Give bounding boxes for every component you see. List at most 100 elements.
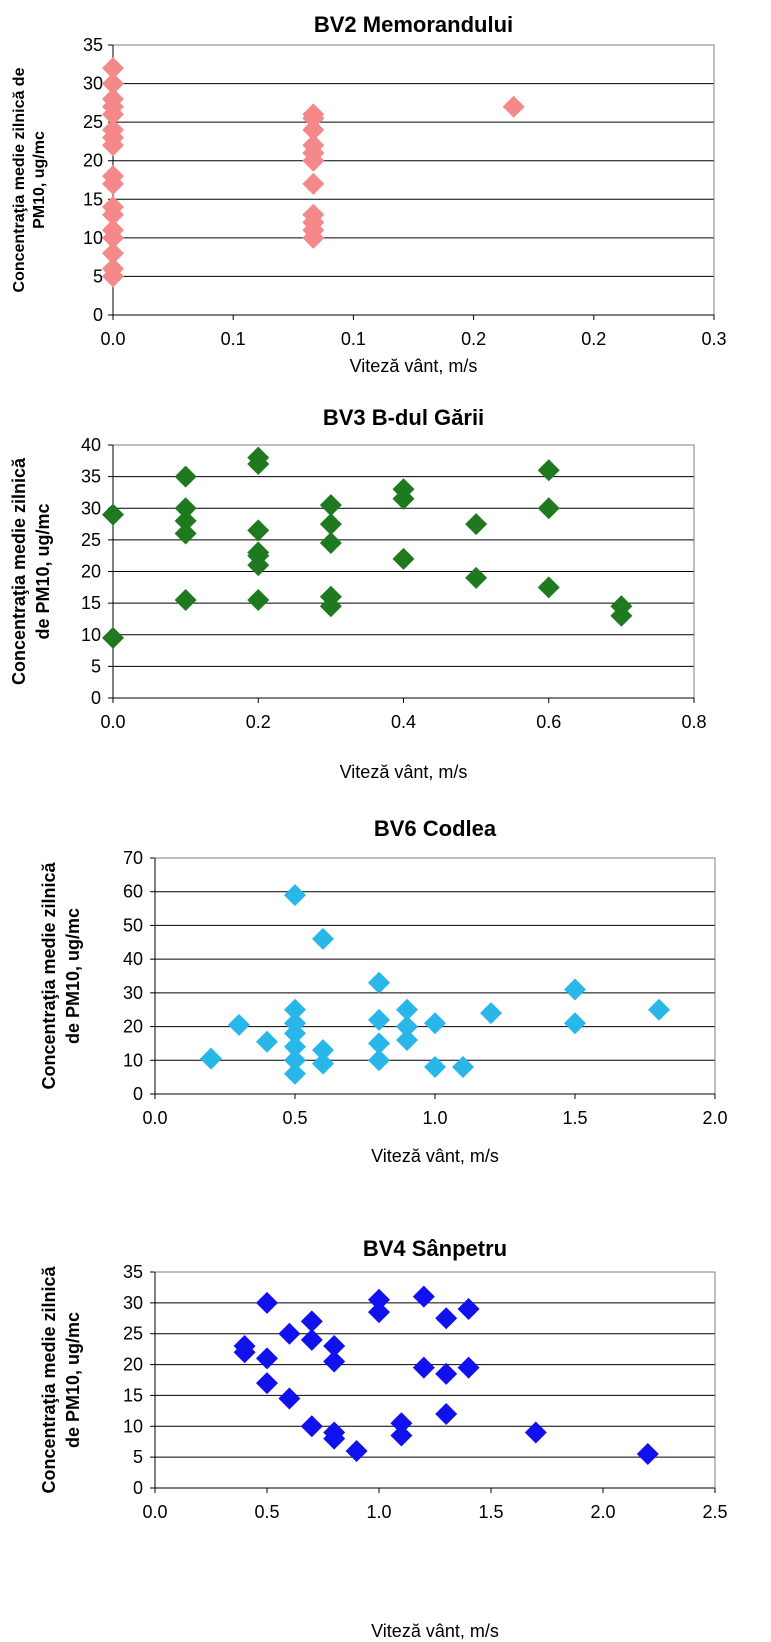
- x-tick-label: 0.0: [100, 329, 125, 349]
- y-tick-label: 10: [83, 228, 103, 248]
- data-point: [396, 1015, 418, 1038]
- y-axis-label: Concentraţia medie zilnică de PM10, ug/mc: [39, 1265, 83, 1493]
- y-tick-label: 25: [81, 530, 101, 550]
- chart-title: BV6 Codlea: [374, 816, 497, 841]
- data-point: [396, 1029, 418, 1052]
- y-axis-label-text: Concentraţia medie zilnică de PM10, ug/mc: [39, 861, 83, 1089]
- data-point: [284, 1022, 306, 1045]
- y-tick-label: 25: [83, 112, 103, 132]
- y-tick-label: 10: [81, 625, 101, 645]
- data-point: [323, 1427, 346, 1450]
- chart-bv3: BV3 B-dul Gării 0 5 10 15 20 25 30 35 40 0.0 0.2 0.4…: [0, 395, 771, 800]
- x-tick-label: 0.2: [246, 712, 271, 732]
- y-axis-label-text: Concentraţia medie zilnică de PM10, ug/mc: [39, 1265, 83, 1493]
- data-point: [435, 1362, 458, 1385]
- y-tick-label: 15: [83, 189, 103, 209]
- data-point: [564, 1012, 586, 1035]
- x-tick-label: 0.0: [100, 712, 125, 732]
- y-tick-label: 10: [123, 1416, 143, 1436]
- data-point: [302, 226, 325, 249]
- y-tick-label: 50: [123, 915, 143, 935]
- y-axis-label: Concentraţia medie zilnică de PM10, ug/mc: [9, 457, 53, 685]
- data-point: [256, 1347, 278, 1370]
- data-point: [452, 1056, 474, 1079]
- data-point: [174, 588, 197, 611]
- data-point: [302, 118, 325, 141]
- y-tick-label: 0: [93, 305, 103, 325]
- data-point: [102, 242, 124, 265]
- data-point: [312, 1039, 334, 1062]
- y-axis-label-text: Concentraţia medie zilnică de PM10, ug/mc: [11, 67, 48, 292]
- y-tick-label: 35: [83, 35, 103, 55]
- data-point: [319, 513, 342, 536]
- x-tick-label: 0.0: [142, 1108, 167, 1128]
- data-point: [300, 1328, 323, 1351]
- data-point: [102, 172, 124, 195]
- chart-title: BV4 Sânpetru: [363, 1236, 507, 1261]
- data-point: [278, 1387, 301, 1410]
- data-point: [302, 172, 325, 195]
- y-tick-label: 60: [123, 882, 143, 902]
- y-axis-label-line: Concentraţia medie zilnică: [9, 457, 29, 685]
- data-point: [457, 1356, 480, 1379]
- y-axis-label: Concentraţia medie zilnică de PM10, ug/mc: [39, 861, 83, 1089]
- data-point: [636, 1443, 659, 1466]
- x-tick-label: 0.1: [341, 329, 366, 349]
- x-axis-label: Viteză vânt, m/s: [371, 1621, 499, 1641]
- data-point: [502, 95, 525, 118]
- data-point: [278, 1322, 301, 1345]
- y-tick-label: 40: [81, 435, 101, 455]
- data-point: [435, 1402, 458, 1425]
- y-tick-label: 0: [133, 1478, 143, 1498]
- data-point: [174, 522, 197, 545]
- data-point: [247, 519, 270, 542]
- data-point: [319, 532, 342, 555]
- data-point: [300, 1415, 323, 1438]
- y-tick-label: 30: [123, 1293, 143, 1313]
- y-tick-label: 20: [83, 151, 103, 171]
- data-point: [102, 103, 124, 126]
- y-tick-label: 15: [123, 1385, 143, 1405]
- y-tick-label: 30: [81, 498, 101, 518]
- x-tick-label: 1.5: [562, 1108, 587, 1128]
- x-axis-label: Viteză vânt, m/s: [371, 1146, 499, 1166]
- data-point: [465, 566, 488, 589]
- data-point: [392, 487, 415, 510]
- data-point: [465, 513, 488, 536]
- plot-area: [112, 44, 715, 316]
- data-point: [412, 1356, 435, 1379]
- x-tick-label: 2.0: [590, 1502, 615, 1522]
- chart-bv4: BV4 Sânpetru 0 5 10 15 20 25 30 35 0.0 0.5 1.0 1.5 2.…: [0, 1220, 771, 1642]
- x-tick-label: 0.6: [536, 712, 561, 732]
- chart-title: BV2 Memorandului: [314, 12, 513, 37]
- data-point: [312, 1052, 334, 1075]
- data-point: [537, 497, 560, 520]
- data-point: [392, 547, 415, 570]
- x-tick-label: 2.5: [702, 1502, 727, 1522]
- y-tick-label: 25: [123, 1324, 143, 1344]
- data-point: [300, 1310, 323, 1333]
- y-tick-label: 40: [123, 949, 143, 969]
- y-tick-label: 15: [81, 593, 101, 613]
- data-point: [174, 465, 197, 488]
- data-point: [368, 1008, 390, 1031]
- y-tick-label: 30: [123, 983, 143, 1003]
- x-tick-label: 0.5: [254, 1502, 279, 1522]
- data-point: [233, 1341, 256, 1364]
- data-point: [247, 452, 270, 475]
- plot-area: [154, 1271, 716, 1489]
- x-tick-label: 1.5: [478, 1502, 503, 1522]
- data-point: [102, 72, 124, 95]
- data-point: [302, 107, 325, 130]
- y-tick-label: 35: [123, 1262, 143, 1282]
- data-point: [102, 203, 124, 226]
- data-point: [368, 1301, 390, 1324]
- y-tick-label: 20: [123, 1355, 143, 1375]
- y-axis-label-line: de PM10, ug/mc: [63, 908, 83, 1044]
- chart-bv4-svg: BV4 Sânpetru 0 5 10 15 20 25 30 35 0.0 0.5 1.0 1.5 2.…: [39, 1236, 728, 1641]
- x-tick-label: 0.4: [391, 712, 416, 732]
- y-tick-label: 0: [91, 688, 101, 708]
- data-point: [247, 588, 270, 611]
- y-axis-label-line: de PM10, ug/mc: [63, 1312, 83, 1448]
- x-tick-label: 0.8: [681, 712, 706, 732]
